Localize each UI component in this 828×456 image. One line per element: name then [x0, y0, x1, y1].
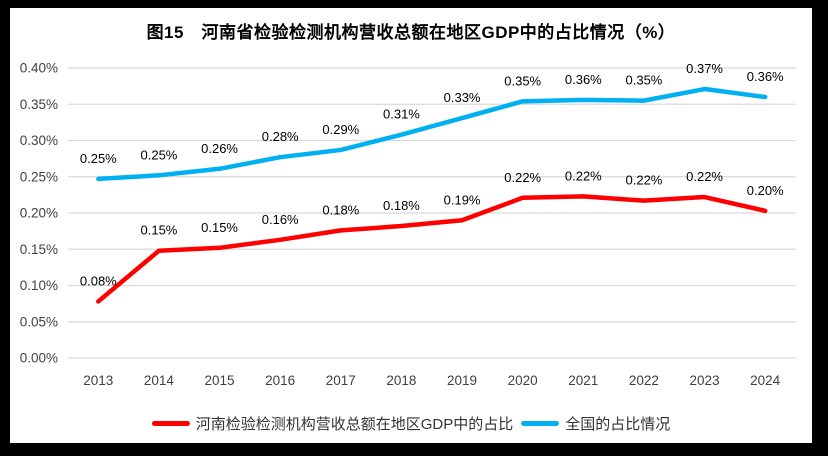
y-tick-label: 0.20%: [20, 206, 58, 221]
y-tick-label: 0.35%: [20, 97, 58, 112]
data-label-henan: 0.19%: [444, 192, 481, 207]
y-tick-label: 0.30%: [20, 133, 58, 148]
series-line-national: [96, 86, 768, 182]
x-tick-label: 2018: [386, 373, 416, 388]
data-label-national: 0.31%: [383, 107, 420, 122]
x-tick-label: 2024: [750, 373, 781, 388]
x-tick-label: 2021: [568, 373, 598, 388]
legend-line-icon-national: [521, 421, 560, 426]
x-tick-label: 2019: [447, 373, 477, 388]
data-label-national: 0.25%: [80, 151, 117, 166]
data-label-henan: 0.20%: [747, 183, 784, 198]
data-label-national: 0.37%: [686, 61, 723, 76]
x-tick-label: 2014: [144, 373, 175, 388]
data-label-henan: 0.08%: [80, 273, 117, 288]
data-label-henan: 0.15%: [141, 223, 178, 238]
x-tick-label: 2013: [83, 373, 113, 388]
data-label-henan: 0.22%: [626, 173, 663, 188]
x-tick-label: 2023: [690, 373, 720, 388]
data-label-national: 0.28%: [262, 129, 299, 144]
x-tick-label: 2022: [629, 373, 659, 388]
x-tick-label: 2015: [205, 373, 235, 388]
y-tick-label: 0.25%: [20, 169, 58, 184]
data-label-national: 0.35%: [626, 73, 663, 88]
data-label-national: 0.29%: [322, 122, 359, 137]
x-tick-label: 2020: [508, 373, 538, 388]
y-tick-label: 0.10%: [20, 278, 58, 293]
data-label-henan: 0.22%: [565, 168, 602, 183]
x-tick-label: 2016: [265, 373, 295, 388]
data-label-national: 0.25%: [141, 147, 178, 162]
data-label-national: 0.36%: [747, 69, 784, 84]
x-tick-label: 2017: [326, 373, 356, 388]
y-tick-label: 0.05%: [20, 314, 58, 329]
data-label-national: 0.36%: [565, 72, 602, 87]
series-line-henan: [96, 194, 768, 304]
data-label-henan: 0.22%: [504, 170, 541, 185]
plot-svg: 0.00% 0.05% 0.10% 0.15% 0.20% 0.25% 0.30% 0.35%…: [20, 61, 796, 388]
data-label-national: 0.33%: [444, 90, 481, 105]
legend-label-national: 全国的占比情况: [565, 416, 671, 433]
legend-item-national: 全国的占比情况: [521, 413, 670, 434]
legend: 河南检验检测机构营收总额在地区GDP中的占比 全国的占比情况: [10, 413, 812, 434]
data-label-henan: 0.16%: [262, 212, 299, 227]
data-label-henan: 0.22%: [686, 169, 723, 184]
data-label-national: 0.26%: [201, 141, 238, 156]
y-tick-label: 0.40%: [20, 61, 58, 76]
chart-title: 图15 河南省检验检测机构营收总额在地区GDP中的占比情况（%）: [146, 23, 676, 42]
legend-item-henan: 河南检验检测机构营收总额在地区GDP中的占比: [151, 413, 514, 434]
y-tick-label: 0.00%: [20, 351, 58, 366]
legend-line-icon-henan: [151, 421, 190, 426]
chart-canvas: 图15 河南省检验检测机构营收总额在地区GDP中的占比情况（%） 0.00% 0.…: [10, 8, 812, 443]
legend-label-henan: 河南检验检测机构营收总额在地区GDP中的占比: [195, 416, 514, 433]
y-tick-label: 0.15%: [20, 242, 58, 257]
data-label-henan: 0.18%: [322, 202, 359, 217]
data-label-henan: 0.18%: [383, 198, 420, 213]
data-label-national: 0.35%: [504, 73, 541, 88]
data-label-henan: 0.15%: [201, 220, 238, 235]
